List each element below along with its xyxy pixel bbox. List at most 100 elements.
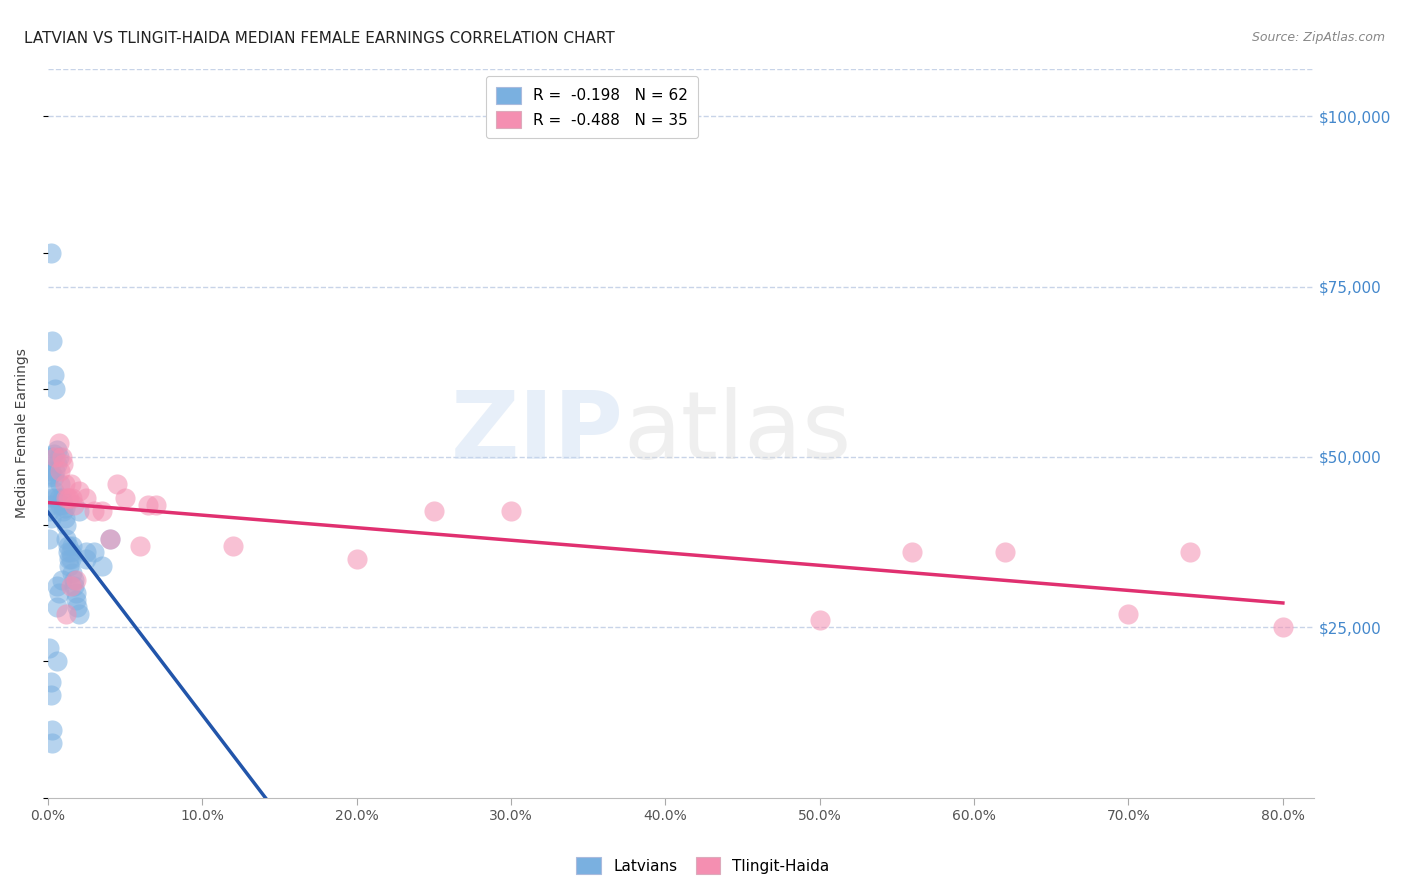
Point bbox=[39, 467, 62, 481]
Point bbox=[55, 607, 77, 621]
Point bbox=[49, 464, 72, 478]
Point bbox=[1118, 607, 1140, 621]
Point bbox=[44, 491, 66, 505]
Point bbox=[65, 586, 87, 600]
Point bbox=[58, 491, 80, 505]
Point bbox=[129, 539, 152, 553]
Point bbox=[48, 436, 70, 450]
Point bbox=[41, 736, 63, 750]
Point bbox=[42, 483, 65, 498]
Point bbox=[46, 599, 69, 614]
Point bbox=[63, 498, 86, 512]
Point bbox=[41, 450, 63, 464]
Point bbox=[39, 498, 62, 512]
Point bbox=[46, 457, 69, 471]
Point bbox=[83, 545, 105, 559]
Point bbox=[44, 450, 66, 464]
Point bbox=[39, 689, 62, 703]
Point bbox=[38, 470, 60, 484]
Point bbox=[808, 614, 831, 628]
Point bbox=[59, 579, 82, 593]
Point bbox=[67, 607, 90, 621]
Point bbox=[51, 491, 73, 505]
Point bbox=[65, 593, 87, 607]
Point bbox=[49, 477, 72, 491]
Point bbox=[41, 491, 63, 505]
Point bbox=[52, 457, 75, 471]
Point bbox=[39, 245, 62, 260]
Point bbox=[66, 599, 89, 614]
Point bbox=[98, 532, 121, 546]
Y-axis label: Median Female Earnings: Median Female Earnings bbox=[15, 348, 30, 518]
Point bbox=[422, 504, 444, 518]
Point bbox=[901, 545, 924, 559]
Point bbox=[105, 477, 128, 491]
Point bbox=[52, 504, 75, 518]
Point bbox=[39, 511, 62, 525]
Point bbox=[48, 586, 70, 600]
Text: ZIP: ZIP bbox=[451, 387, 624, 479]
Point bbox=[346, 552, 368, 566]
Point bbox=[48, 450, 70, 464]
Point bbox=[63, 573, 86, 587]
Point bbox=[38, 532, 60, 546]
Point bbox=[136, 498, 159, 512]
Point bbox=[83, 504, 105, 518]
Point bbox=[56, 545, 79, 559]
Point bbox=[41, 334, 63, 348]
Point bbox=[62, 539, 84, 553]
Point bbox=[38, 640, 60, 655]
Point bbox=[39, 674, 62, 689]
Point bbox=[59, 477, 82, 491]
Legend: Latvians, Tlingit-Haida: Latvians, Tlingit-Haida bbox=[571, 851, 835, 880]
Point bbox=[53, 477, 76, 491]
Text: atlas: atlas bbox=[624, 387, 852, 479]
Point bbox=[49, 498, 72, 512]
Point bbox=[67, 483, 90, 498]
Point bbox=[114, 491, 136, 505]
Point bbox=[51, 573, 73, 587]
Point bbox=[55, 518, 77, 533]
Point bbox=[52, 498, 75, 512]
Point bbox=[62, 566, 84, 580]
Point bbox=[39, 464, 62, 478]
Point bbox=[41, 723, 63, 737]
Point bbox=[42, 470, 65, 484]
Point bbox=[222, 539, 245, 553]
Point bbox=[58, 559, 80, 574]
Point bbox=[65, 573, 87, 587]
Point bbox=[46, 443, 69, 458]
Point bbox=[42, 368, 65, 383]
Point bbox=[46, 579, 69, 593]
Point bbox=[53, 501, 76, 516]
Point bbox=[1271, 620, 1294, 634]
Point bbox=[53, 511, 76, 525]
Text: LATVIAN VS TLINGIT-HAIDA MEDIAN FEMALE EARNINGS CORRELATION CHART: LATVIAN VS TLINGIT-HAIDA MEDIAN FEMALE E… bbox=[24, 31, 614, 46]
Point bbox=[1180, 545, 1202, 559]
Point bbox=[48, 491, 70, 505]
Point bbox=[75, 545, 97, 559]
Point bbox=[59, 552, 82, 566]
Point bbox=[42, 446, 65, 460]
Point bbox=[62, 491, 84, 505]
Point bbox=[56, 539, 79, 553]
Point bbox=[55, 532, 77, 546]
Point bbox=[63, 579, 86, 593]
Point bbox=[46, 654, 69, 668]
Point bbox=[994, 545, 1017, 559]
Point bbox=[59, 545, 82, 559]
Point bbox=[499, 504, 522, 518]
Point bbox=[75, 491, 97, 505]
Point bbox=[56, 491, 79, 505]
Point bbox=[145, 498, 167, 512]
Point bbox=[90, 559, 112, 574]
Point bbox=[51, 494, 73, 508]
Point bbox=[75, 552, 97, 566]
Point bbox=[44, 464, 66, 478]
Point bbox=[55, 491, 77, 505]
Text: Source: ZipAtlas.com: Source: ZipAtlas.com bbox=[1251, 31, 1385, 45]
Point bbox=[51, 450, 73, 464]
Legend: R =  -0.198   N = 62, R =  -0.488   N = 35: R = -0.198 N = 62, R = -0.488 N = 35 bbox=[485, 76, 699, 138]
Point bbox=[90, 504, 112, 518]
Point bbox=[44, 382, 66, 396]
